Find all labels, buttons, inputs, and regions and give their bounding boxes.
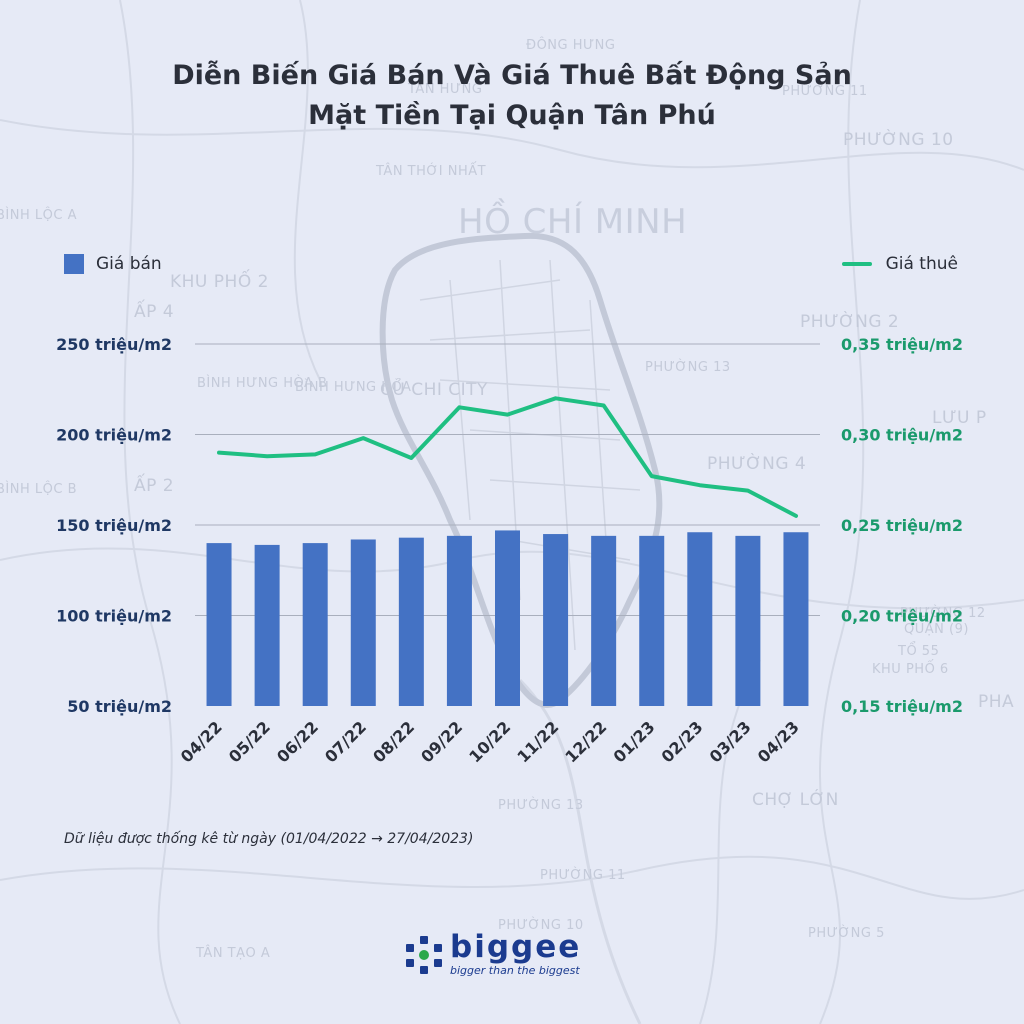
- right-axis-tick-label: 0,15 triệu/m2: [841, 697, 963, 716]
- right-axis-tick-label: 0,35 triệu/m2: [841, 335, 963, 354]
- x-axis-tick-label: 04/22: [177, 717, 226, 766]
- x-axis-tick-label: 05/22: [225, 717, 274, 766]
- x-axis-tick-label: 04/23: [754, 717, 803, 766]
- legend-bar-label: Giá bán: [96, 254, 162, 274]
- line-gia-thue: [217, 396, 798, 518]
- chart-title-line-1: Diễn Biến Giá Bán Và Giá Thuê Bất Động S…: [172, 60, 852, 91]
- map-label: PHA: [978, 692, 1015, 712]
- map-label: BÌNH HƯNG HÒA B: [197, 376, 328, 391]
- x-axis-tick-label: 12/22: [561, 717, 610, 766]
- map-label: TÂN TẠO A: [196, 946, 271, 961]
- map-label: TỔ 55: [898, 644, 940, 659]
- right-axis-tick-label: 0,25 triệu/m2: [841, 516, 963, 535]
- chart-title: Diễn Biến Giá Bán Và Giá Thuê Bất Động S…: [0, 56, 1024, 136]
- map-label: BÌNH LỘC A: [0, 208, 77, 223]
- left-axis-tick-label: 50 triệu/m2: [67, 697, 172, 716]
- map-label: TÂN HƯNG: [408, 82, 483, 97]
- x-axis-tick-label: 10/22: [465, 717, 514, 766]
- map-label: TÂN THỚI NHẤT: [376, 164, 487, 179]
- left-axis-tick-label: 250 triệu/m2: [56, 335, 172, 354]
- map-label: HỒ CHÍ MINH: [458, 202, 688, 242]
- bar-gia-ban: [398, 537, 424, 706]
- legend-bar: Giá bán: [64, 254, 162, 274]
- map-label: BÌNH HƯNG HÒA: [295, 380, 412, 395]
- map-label: PHƯỜNG 10: [498, 918, 584, 933]
- brand-tagline: bigger than the biggest: [450, 964, 580, 977]
- map-label: PHƯỜNG 5: [808, 926, 885, 941]
- chart-title-line-2: Mặt Tiền Tại Quận Tân Phú: [308, 100, 716, 131]
- map-label: PHƯỜNG 11: [782, 84, 868, 99]
- legend-line-swatch: [841, 262, 872, 266]
- bar-gia-ban: [302, 543, 328, 706]
- map-label: PHƯỜNG 13: [645, 360, 731, 375]
- legend-line: Giá thuê: [841, 254, 958, 274]
- map-label: KHU PHỐ 2: [170, 272, 269, 292]
- footnote: Dữ liệu được thống kê từ ngày (01/04/202…: [64, 831, 474, 847]
- map-label: BÌNH LỘC B: [0, 482, 77, 497]
- map-label: PHƯỜNG 2: [800, 312, 900, 332]
- map-label: PHƯỜNG 11: [540, 868, 626, 883]
- x-axis-tick-label: 08/22: [369, 717, 418, 766]
- x-axis-tick-label: 01/23: [610, 717, 659, 766]
- right-axis-tick-label: 0,20 triệu/m2: [841, 607, 963, 626]
- right-axis-tick-label: 0,30 triệu/m2: [841, 426, 963, 445]
- x-axis-tick-label: 03/23: [706, 717, 755, 766]
- map-label: LƯU P: [932, 408, 987, 428]
- map-label: CHỢ LỚN: [752, 790, 839, 810]
- bar-gia-ban: [735, 535, 761, 706]
- map-label: CỦ CHI CITY: [380, 380, 488, 400]
- map-label: ĐÔNG HƯNG: [526, 38, 616, 53]
- map-label: ẤP 4: [134, 302, 175, 322]
- map-label: PHƯỜNG 10: [843, 130, 954, 150]
- bar-gia-ban: [350, 539, 376, 706]
- bar-gia-ban: [639, 535, 665, 706]
- bar-gia-ban: [687, 532, 713, 706]
- brand-name: biggee: [450, 929, 582, 965]
- map-label: PHƯỜNG 13: [498, 798, 584, 813]
- map-label: KHU PHỐ 6: [872, 662, 949, 677]
- map-label: PHƯỜNG 4: [707, 454, 807, 474]
- x-axis-tick-label: 07/22: [321, 717, 370, 766]
- x-axis-tick-label: 09/22: [417, 717, 466, 766]
- bar-gia-ban: [591, 535, 617, 706]
- bar-gia-ban: [543, 534, 569, 706]
- legend-line-label: Giá thuê: [885, 254, 958, 274]
- brand: biggee bigger than the biggest: [404, 932, 581, 978]
- legend-bar-swatch: [64, 254, 84, 274]
- bar-gia-ban: [446, 535, 472, 706]
- left-axis-tick-label: 150 triệu/m2: [56, 516, 172, 535]
- x-axis-tick-label: 02/23: [658, 717, 707, 766]
- x-axis-tick-label: 06/22: [273, 717, 322, 766]
- map-label: ẤP 2: [134, 476, 175, 496]
- map-label: QUẬN (9): [904, 622, 969, 637]
- bar-gia-ban: [783, 532, 809, 706]
- bar-gia-ban: [254, 544, 280, 706]
- left-axis-tick-label: 100 triệu/m2: [56, 607, 172, 626]
- bar-gia-ban: [206, 543, 232, 706]
- bar-gia-ban: [495, 530, 520, 706]
- biggee-logo-icon: [406, 936, 442, 974]
- map-label: PHƯỜNG 12: [900, 606, 986, 621]
- x-axis-tick-label: 11/22: [513, 717, 562, 766]
- left-axis-tick-label: 200 triệu/m2: [56, 426, 172, 445]
